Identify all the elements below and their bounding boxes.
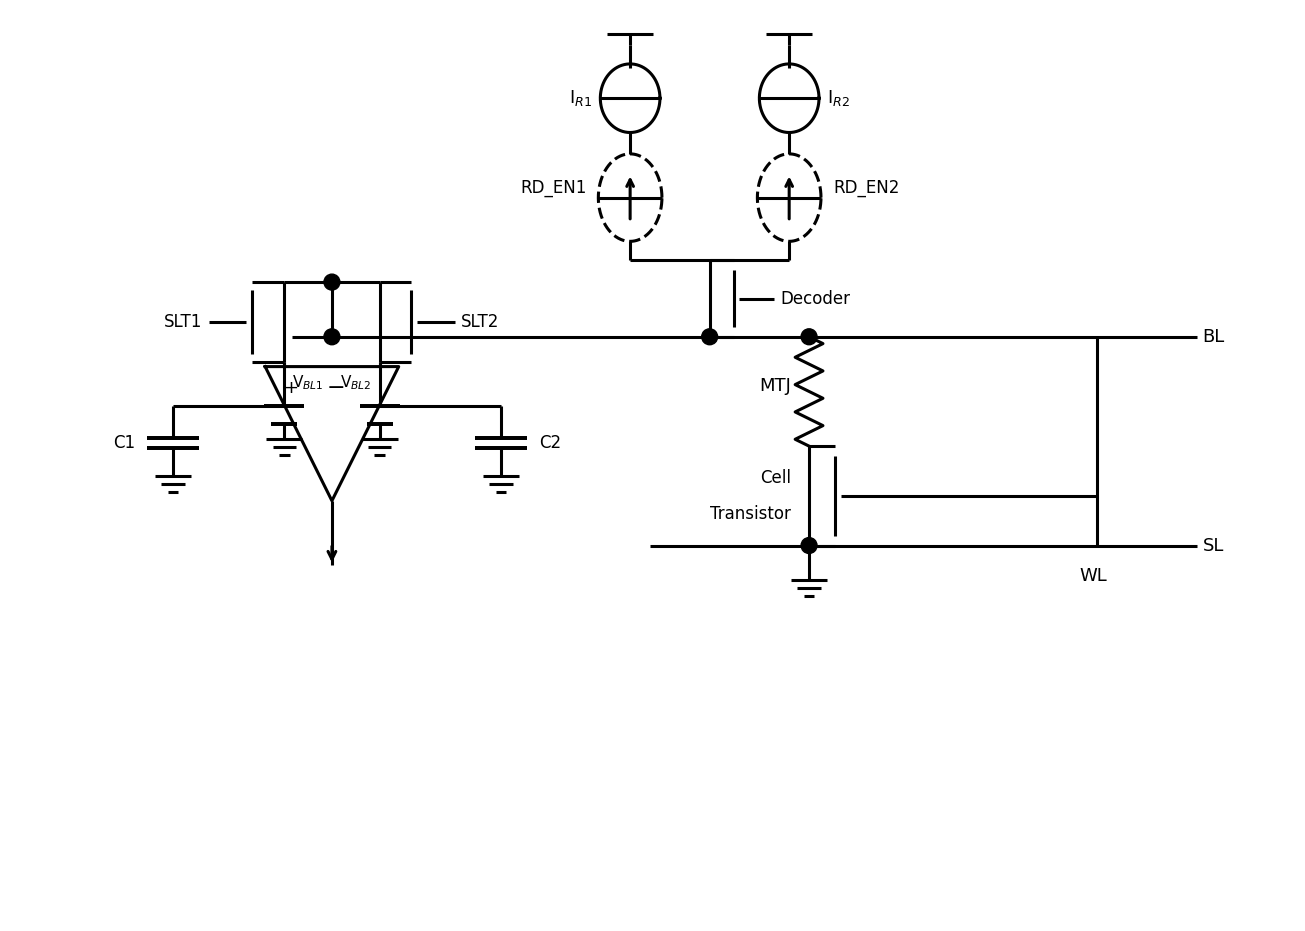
Text: I$_{R2}$: I$_{R2}$ (827, 88, 850, 108)
Circle shape (801, 537, 817, 553)
Circle shape (702, 329, 718, 344)
Text: BL: BL (1203, 328, 1225, 345)
Text: SL: SL (1203, 536, 1224, 555)
Text: C2: C2 (539, 434, 561, 452)
Text: C1: C1 (114, 434, 136, 452)
Text: +: + (283, 380, 298, 398)
Text: WL: WL (1079, 567, 1107, 586)
Text: V$_{BL1}$: V$_{BL1}$ (292, 373, 324, 392)
Text: Transistor: Transistor (710, 505, 791, 522)
Text: −: − (328, 379, 346, 398)
Text: SLT1: SLT1 (164, 313, 202, 331)
Circle shape (801, 329, 817, 344)
Circle shape (324, 329, 339, 344)
Circle shape (324, 274, 339, 290)
Text: SLT2: SLT2 (461, 313, 500, 331)
Text: Decoder: Decoder (780, 290, 851, 307)
Text: MTJ: MTJ (760, 377, 791, 396)
Text: I$_{R1}$: I$_{R1}$ (569, 88, 592, 108)
Text: RD_EN2: RD_EN2 (833, 179, 899, 196)
Text: RD_EN1: RD_EN1 (519, 179, 586, 196)
Text: V$_{BL2}$: V$_{BL2}$ (341, 373, 372, 392)
Text: Cell: Cell (761, 469, 791, 487)
